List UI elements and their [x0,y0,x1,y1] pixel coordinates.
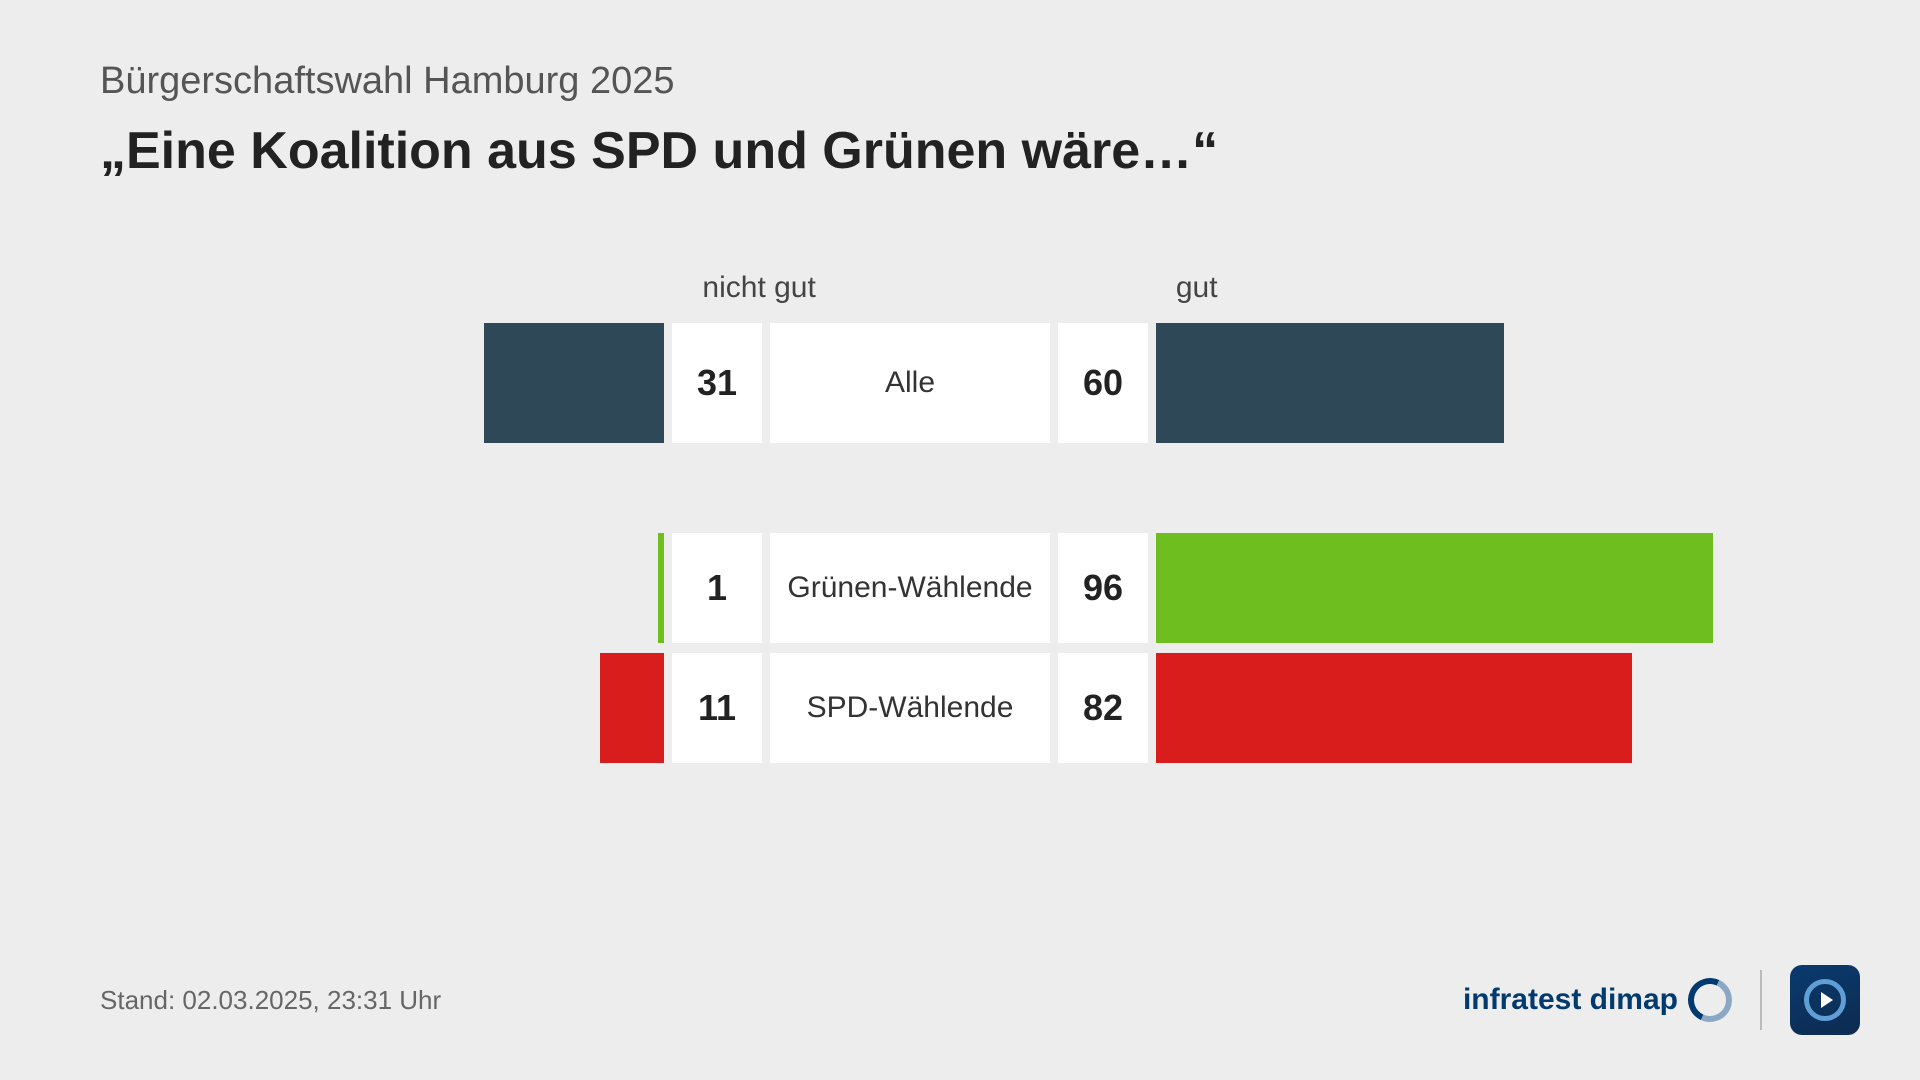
chart-row: 1Grünen-Wählende96 [100,533,1820,643]
row-label: Grünen-Wählende [770,533,1050,643]
value-right: 60 [1058,323,1148,443]
bar-left [484,323,664,443]
bar-right-wrap [1156,323,1756,443]
value-right: 96 [1058,533,1148,643]
logo-group: infratest dimap [1463,965,1860,1035]
bar-left [658,533,664,643]
timestamp: Stand: 02.03.2025, 23:31 Uhr [100,985,441,1016]
bar-right-wrap [1156,533,1756,643]
page-title: „Eine Koalition aus SPD und Grünen wäre…… [100,121,1820,181]
value-left: 11 [672,653,762,763]
value-right: 82 [1058,653,1148,763]
diverging-bar-chart: 31Alle601Grünen-Wählende9611SPD-Wählende… [100,323,1820,763]
bar-left-wrap [164,533,664,643]
bar-right [1156,323,1504,443]
footer: Stand: 02.03.2025, 23:31 Uhr infratest d… [100,965,1860,1035]
ard-icon [1804,979,1846,1021]
timestamp-value: 02.03.2025, 23:31 Uhr [182,985,441,1015]
chart-row: 31Alle60 [100,323,1820,443]
value-left: 1 [672,533,762,643]
bar-left [600,653,664,763]
left-header: nicht gut [702,271,815,305]
right-header: gut [1176,271,1218,305]
chart-row: 11SPD-Wählende82 [100,653,1820,763]
infratest-text: infratest dimap [1463,983,1678,1017]
logo-divider [1760,970,1762,1030]
bar-right [1156,653,1632,763]
infratest-logo: infratest dimap [1463,978,1732,1022]
column-headers: nicht gut gut [100,271,1820,305]
ard-logo [1790,965,1860,1035]
bar-left-wrap [164,653,664,763]
value-left: 31 [672,323,762,443]
bar-right-wrap [1156,653,1756,763]
row-label: SPD-Wählende [770,653,1050,763]
bar-right [1156,533,1713,643]
row-label: Alle [770,323,1050,443]
infratest-icon [1682,972,1738,1028]
timestamp-label: Stand: [100,985,175,1015]
bar-left-wrap [164,323,664,443]
page-subtitle: Bürgerschaftswahl Hamburg 2025 [100,60,1820,103]
